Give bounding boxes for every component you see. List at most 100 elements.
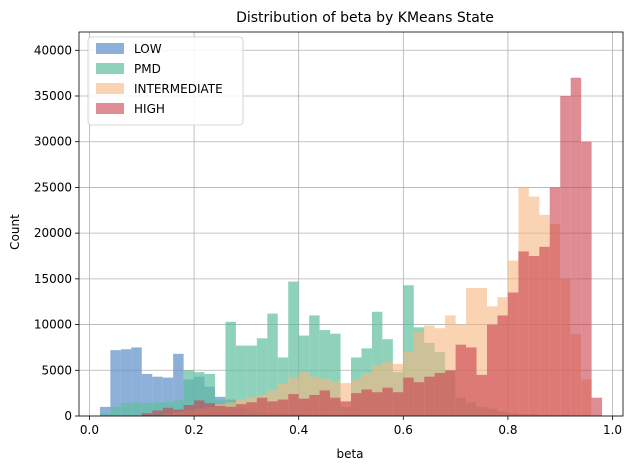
histogram-bar — [194, 400, 205, 416]
x-tick-label: 0.0 — [80, 423, 99, 437]
histogram-bar — [225, 406, 236, 416]
histogram-bar — [382, 387, 393, 416]
histogram-bar — [120, 349, 132, 416]
y-tick-label: 20000 — [34, 226, 72, 240]
legend-swatch — [96, 63, 124, 74]
y-tick-label: 10000 — [34, 318, 72, 332]
histogram-bar — [298, 372, 310, 416]
histogram-bar — [560, 96, 571, 416]
histogram-bar — [204, 403, 215, 416]
histogram-bar — [549, 187, 561, 416]
histogram-bar — [194, 372, 205, 416]
histogram-bar — [152, 410, 163, 416]
histogram-bar — [183, 405, 195, 416]
y-axis-title: Count — [8, 214, 22, 250]
histogram-bar — [152, 402, 163, 416]
legend-box — [87, 36, 244, 126]
histogram-bar — [507, 292, 519, 416]
histogram-bar — [288, 281, 299, 416]
histogram-bar — [162, 407, 174, 416]
x-axis-title: beta — [336, 447, 363, 461]
histogram-bar — [99, 406, 111, 416]
histogram-bar — [445, 315, 456, 416]
series-high-bars — [141, 77, 603, 416]
histogram-bar — [330, 333, 341, 416]
legend-label: PMD — [134, 62, 161, 76]
chart-title: Distribution of beta by KMeans State — [236, 10, 494, 26]
histogram-bar — [267, 313, 278, 416]
histogram-bar — [497, 315, 508, 416]
legend: LOW PMD INTERMEDIATE HIGH — [87, 36, 244, 126]
histogram-bar — [110, 406, 121, 416]
histogram-bar — [570, 77, 582, 416]
y-tick-label: 5000 — [41, 363, 72, 377]
histogram-bar — [162, 377, 174, 416]
histogram-bar — [173, 400, 184, 416]
legend-swatch — [96, 43, 124, 54]
histogram-bar — [120, 403, 132, 416]
histogram-bar — [392, 363, 404, 416]
histogram-bar — [434, 373, 446, 416]
histogram-bar — [371, 311, 383, 416]
histogram-bar — [403, 285, 414, 416]
histogram-bar — [476, 288, 487, 416]
legend-label: INTERMEDIATE — [134, 82, 223, 96]
y-tick-label: 15000 — [34, 272, 72, 286]
histogram-bar — [340, 383, 351, 416]
histogram-bar — [319, 330, 331, 416]
histogram-bar — [434, 328, 446, 416]
x-tick-label: 0.6 — [394, 423, 413, 437]
histogram-bar — [204, 373, 215, 416]
histogram-bar — [110, 350, 121, 416]
histogram-bar — [591, 397, 603, 416]
histogram-bar — [298, 398, 310, 416]
histogram-bar — [361, 389, 372, 416]
histogram-bar — [215, 405, 226, 416]
histogram-bar — [152, 376, 163, 416]
histogram-bar — [173, 409, 184, 416]
histogram-bar — [466, 347, 477, 416]
legend-swatch — [96, 83, 124, 94]
histogram-bar — [235, 404, 247, 416]
histogram-bar — [235, 345, 247, 416]
histogram-bar — [256, 397, 268, 416]
histogram-bar — [277, 399, 289, 416]
histogram-bar — [141, 403, 153, 416]
legend-swatch — [96, 103, 124, 114]
histogram-bar — [528, 256, 540, 416]
x-tick-label: 1.0 — [603, 423, 622, 437]
y-tick-label: 30000 — [34, 135, 72, 149]
histogram-bar — [487, 324, 498, 416]
plot-frame — [78, 31, 624, 417]
histogram-bar — [413, 382, 425, 416]
y-tick-label: 40000 — [34, 43, 72, 57]
histogram-bar — [371, 392, 383, 416]
x-tick-label: 0.2 — [185, 423, 204, 437]
histogram-bar — [246, 402, 257, 416]
y-tick-label: 0 — [64, 409, 72, 423]
histogram-bar — [371, 365, 383, 416]
histogram-bar — [246, 345, 257, 416]
histogram-bar — [424, 325, 435, 416]
histogram-bar — [319, 390, 331, 416]
x-tick-label: 0.4 — [289, 423, 308, 437]
y-tick-label: 25000 — [34, 180, 72, 194]
histogram-bar — [173, 353, 184, 416]
histogram-bar — [351, 393, 362, 416]
histogram-bar — [413, 331, 425, 416]
histogram-bar — [141, 373, 153, 416]
histogram-bar — [455, 344, 467, 416]
histogram-bar — [256, 338, 268, 416]
histogram-bar — [131, 402, 142, 416]
histogram-bar — [581, 141, 592, 416]
histogram-bar — [131, 347, 142, 416]
legend-label: HIGH — [134, 102, 165, 116]
histogram-bar — [183, 370, 195, 416]
histogram-bar — [518, 251, 529, 416]
histogram-bar — [225, 321, 236, 416]
y-tick-label: 35000 — [34, 89, 72, 103]
histogram-bar — [424, 376, 435, 416]
legend-label: LOW — [134, 42, 162, 56]
histogram-bar — [330, 397, 341, 416]
